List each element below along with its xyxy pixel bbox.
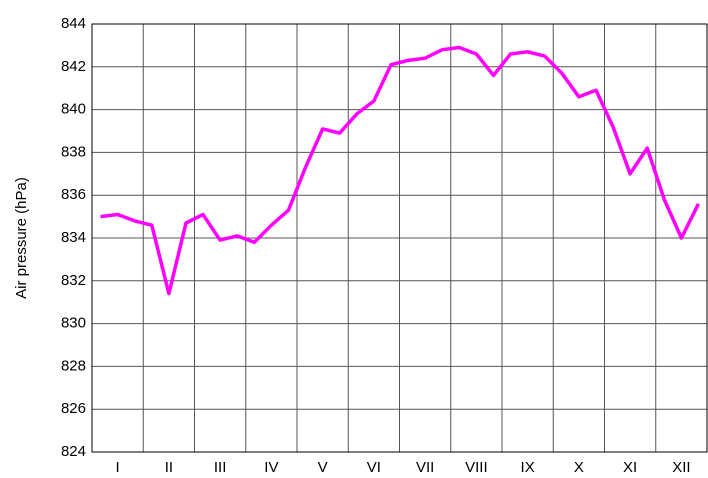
x-tick-label: III <box>214 459 227 476</box>
y-tick-label: 828 <box>61 357 86 374</box>
x-tick-label: IV <box>264 459 278 476</box>
y-tick-label: 836 <box>61 186 86 203</box>
y-tick-label: 842 <box>61 58 86 75</box>
x-tick-label: VII <box>416 459 434 476</box>
y-tick-label: 838 <box>61 143 86 160</box>
y-tick-label: 830 <box>61 315 86 332</box>
y-tick-label: 844 <box>61 15 86 32</box>
x-tick-label: V <box>318 459 328 476</box>
y-tick-label: 824 <box>61 443 86 460</box>
y-tick-label: 832 <box>61 272 86 289</box>
data-line <box>100 45 701 296</box>
x-tick-label: I <box>116 459 120 476</box>
y-tick-label: 840 <box>61 101 86 118</box>
y-tick-label: 834 <box>61 229 86 246</box>
plot-frame <box>91 23 708 453</box>
y-tick-label: 826 <box>61 400 86 417</box>
x-tick-label: IX <box>521 459 535 476</box>
y-axis-label: Air pressure (hPa) <box>13 177 30 299</box>
x-tick-label: II <box>165 459 173 476</box>
x-tick-label: VI <box>367 459 381 476</box>
x-tick-label: X <box>574 459 584 476</box>
x-tick-label: VIII <box>465 459 488 476</box>
x-tick-label: XI <box>623 459 637 476</box>
x-tick-label: XII <box>672 459 690 476</box>
